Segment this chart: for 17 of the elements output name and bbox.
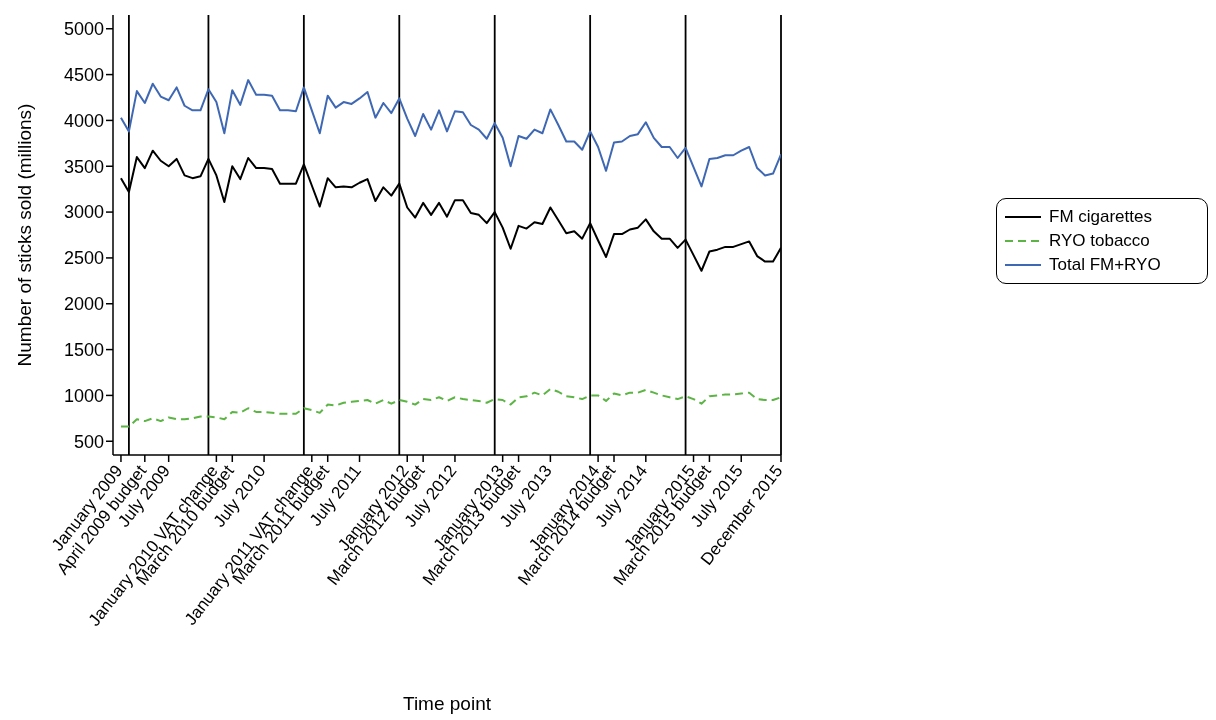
y-tick-label: 2500 [63, 248, 104, 269]
legend-label: RYO tobacco [1049, 230, 1150, 252]
y-tick-label: 4500 [63, 64, 104, 85]
y-tick-label: 4000 [63, 110, 104, 131]
x-axis-title: Time point [403, 693, 492, 714]
y-tick-label: 2000 [63, 294, 104, 315]
line-series [119, 79, 781, 188]
y-tick-label: 3500 [63, 156, 104, 177]
line-series [119, 388, 781, 428]
legend-label: FM cigarettes [1049, 206, 1152, 228]
y-tick-label: 5000 [63, 19, 104, 40]
y-axis-title: Number of sticks sold (millions) [13, 103, 35, 367]
y-tick-label: 500 [73, 431, 104, 452]
y-tick-label: 1500 [63, 339, 104, 360]
y-tick-label: 3000 [63, 202, 104, 223]
legend-label: Total FM+RYO [1049, 254, 1161, 276]
y-tick-label: 1000 [63, 385, 104, 406]
